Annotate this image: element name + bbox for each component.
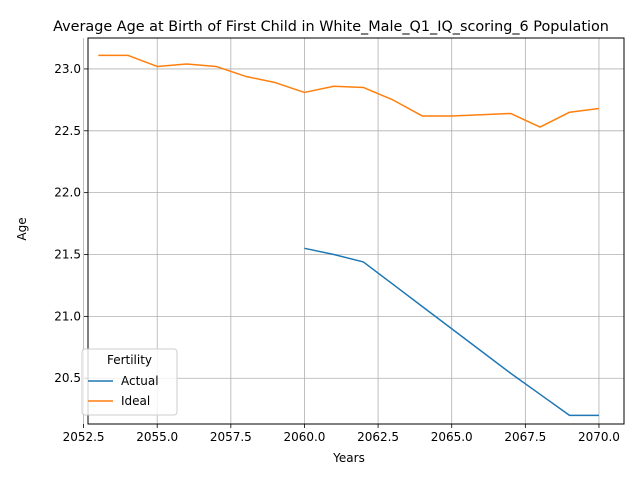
- x-tick-label: 2070.0: [578, 430, 620, 444]
- plot-area-frame: [87, 37, 625, 425]
- y-tick-label: 23.0: [54, 62, 81, 76]
- x-tick-label: 2067.5: [504, 430, 546, 444]
- x-tick-label: 2060.0: [283, 430, 325, 444]
- x-tick-label: 2055.0: [136, 430, 178, 444]
- y-tick-label: 22.0: [54, 186, 81, 200]
- y-tick-label: 20.5: [54, 371, 81, 385]
- x-tick-label: 2065.0: [431, 430, 473, 444]
- legend-title: Fertility: [107, 353, 152, 367]
- x-tick-label: 2057.5: [210, 430, 252, 444]
- series-line-ideal: [98, 54, 600, 128]
- series-lines: [98, 54, 600, 417]
- chart-title: Average Age at Birth of First Child in W…: [53, 19, 609, 35]
- y-axis-label: Age: [15, 217, 29, 240]
- x-tick-label: 2062.5: [357, 430, 399, 444]
- series-line-actual: [304, 247, 599, 417]
- y-axis-ticks: 20.5 21.0 21.5 22.0 22.5 23.0: [54, 62, 88, 385]
- y-tick-label: 21.5: [54, 248, 81, 262]
- legend-entries: Actual Ideal: [88, 374, 159, 408]
- x-axis-label: Years: [332, 451, 365, 465]
- legend-label-ideal: Ideal: [121, 394, 150, 408]
- x-tick-label: 2052.5: [63, 430, 105, 444]
- y-tick-label: 21.0: [54, 309, 81, 323]
- x-axis-ticks: 2052.5 2055.0 2057.5 2060.0 2062.5 2065.0 2067…: [63, 424, 620, 444]
- legend-label-actual: Actual: [121, 374, 159, 388]
- legend: Fertility Actual Ideal: [81, 348, 178, 416]
- legend-box: [81, 348, 178, 416]
- y-tick-label: 22.5: [54, 124, 81, 138]
